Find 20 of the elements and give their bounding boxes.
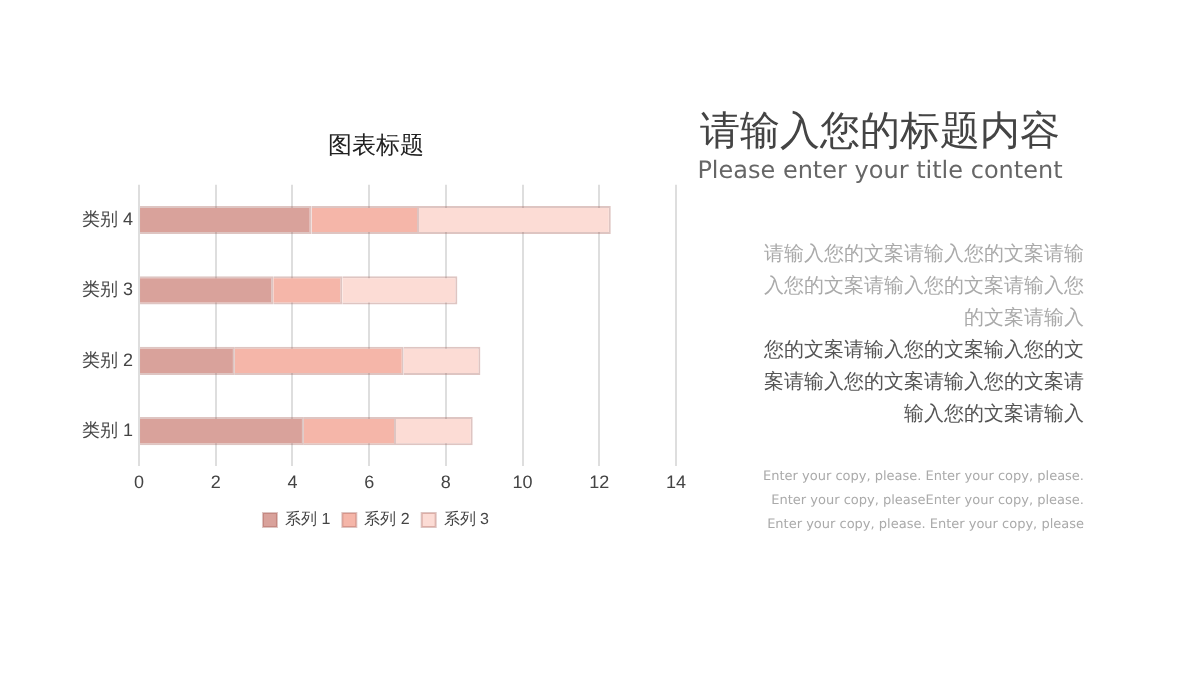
y-tick-label: 类别 3 [81,279,134,300]
y-tick-label: 类别 2 [81,349,134,370]
legend-label: 系列 2 [364,510,411,529]
x-tick-label: 0 [134,472,145,493]
x-tick-label: 12 [589,472,610,493]
chart-title: 图表标题 [328,131,424,160]
text: 请输入您的文案请输入您的文案请输入您的文案请输入您的文案请输入您的文案请输入 [762,241,1084,334]
x-tick-label: 8 [440,472,451,493]
text: 请输入您的标题内容 [698,104,1062,158]
x-tick-label: 14 [665,472,687,493]
y-tick-label: 类别 1 [81,420,134,441]
x-tick-label: 10 [512,472,533,493]
y-tick-label: 类别 4 [81,208,134,229]
x-tick-label: 4 [287,472,298,493]
x-tick-label: 6 [364,472,375,493]
text: 您的文案请输入您的文案输入您的文案请输入您的文案请输入您的文案请输入您的文案请输入 [762,337,1084,430]
x-tick-label: 2 [210,472,221,493]
legend-label: 系列 3 [443,510,491,529]
text: Please enter your title content [695,156,1065,184]
legend-label: 系列 1 [284,510,332,529]
